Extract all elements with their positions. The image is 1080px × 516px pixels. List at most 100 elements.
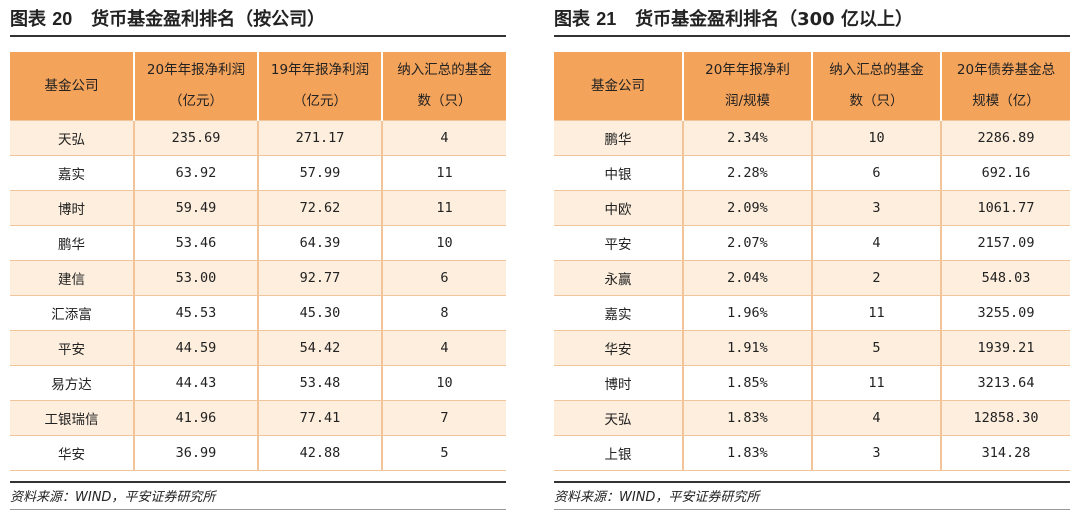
table-row: 永赢 2.04% 2 548.03 <box>554 260 1070 296</box>
table-row: 鹏华 53.46 64.39 10 <box>10 225 506 261</box>
value-cell: 1.83% <box>682 435 812 471</box>
col-header: 19年年报净利润（亿元） <box>257 52 382 121</box>
fund-company-cell: 博时 <box>10 190 134 226</box>
value-cell: 1939.21 <box>940 330 1070 366</box>
value-cell: 235.69 <box>133 120 258 156</box>
value-cell: 2.04% <box>682 260 812 296</box>
table-row: 天弘 1.83% 4 12858.30 <box>554 400 1070 436</box>
fund-company-cell: 鹏华 <box>10 225 134 261</box>
value-cell: 63.92 <box>133 155 258 191</box>
value-cell: 4 <box>811 225 941 261</box>
value-cell: 1.91% <box>682 330 812 366</box>
left-source-rule <box>10 481 506 483</box>
value-cell: 44.43 <box>133 365 258 401</box>
fund-company-cell: 天弘 <box>10 120 134 156</box>
fund-company-cell: 中欧 <box>554 190 683 226</box>
value-cell: 57.99 <box>257 155 382 191</box>
table-row: 中银 2.28% 6 692.16 <box>554 155 1070 191</box>
value-cell: 77.41 <box>257 400 382 436</box>
value-cell: 271.17 <box>257 120 382 156</box>
value-cell: 1.83% <box>682 400 812 436</box>
table-row: 嘉实 63.92 57.99 11 <box>10 155 506 191</box>
value-cell: 5 <box>381 435 506 471</box>
table-row: 平安 44.59 54.42 4 <box>10 330 506 366</box>
fund-company-cell: 平安 <box>10 330 134 366</box>
left-table: 基金公司 20年年报净利润（亿元） 19年年报净利润（亿元） 纳入汇总的基金数（… <box>10 52 506 471</box>
col-header: 20年年报净利润/规模 <box>682 52 812 121</box>
right-source-note: 资料来源：WIND，平安证券研究所 <box>554 490 760 505</box>
right-title: 图表 21 货币基金盈利排名（300 亿以上） <box>554 9 913 30</box>
value-cell: 1061.77 <box>940 190 1070 226</box>
table-row: 华安 1.91% 5 1939.21 <box>554 330 1070 366</box>
value-cell: 3213.64 <box>940 365 1070 401</box>
table-row: 博时 1.85% 11 3213.64 <box>554 365 1070 401</box>
value-cell: 59.49 <box>133 190 258 226</box>
fund-company-cell: 易方达 <box>10 365 134 401</box>
table-row: 华安 36.99 42.88 5 <box>10 435 506 471</box>
col-header: 纳入汇总的基金数（只） <box>811 52 941 121</box>
right-panel: 图表 21 货币基金盈利排名（300 亿以上） 基金公司 20年年报净利润/规模… <box>554 0 1070 516</box>
fund-company-cell: 嘉实 <box>554 295 683 331</box>
value-cell: 5 <box>811 330 941 366</box>
value-cell: 64.39 <box>257 225 382 261</box>
left-end-rule <box>10 509 506 510</box>
table-row: 工银瑞信 41.96 77.41 7 <box>10 400 506 436</box>
fund-company-cell: 永赢 <box>554 260 683 296</box>
value-cell: 53.46 <box>133 225 258 261</box>
value-cell: 36.99 <box>133 435 258 471</box>
left-header-row: 基金公司 20年年报净利润（亿元） 19年年报净利润（亿元） 纳入汇总的基金数（… <box>10 52 506 121</box>
table-row: 中欧 2.09% 3 1061.77 <box>554 190 1070 226</box>
fund-company-cell: 中银 <box>554 155 683 191</box>
value-cell: 548.03 <box>940 260 1070 296</box>
value-cell: 2286.89 <box>940 120 1070 156</box>
col-header: 20年债券基金总规模（亿） <box>940 52 1070 121</box>
value-cell: 41.96 <box>133 400 258 436</box>
value-cell: 11 <box>811 365 941 401</box>
table-row: 汇添富 45.53 45.30 8 <box>10 295 506 331</box>
table-row: 易方达 44.43 53.48 10 <box>10 365 506 401</box>
fund-company-cell: 平安 <box>554 225 683 261</box>
left-title-rule <box>10 35 506 37</box>
table-row: 鹏华 2.34% 10 2286.89 <box>554 120 1070 156</box>
fund-company-cell: 博时 <box>554 365 683 401</box>
value-cell: 2 <box>811 260 941 296</box>
fund-company-cell: 工银瑞信 <box>10 400 134 436</box>
value-cell: 2.07% <box>682 225 812 261</box>
value-cell: 2.34% <box>682 120 812 156</box>
col-header: 基金公司 <box>554 52 683 121</box>
left-title: 图表 20 货币基金盈利排名（按公司） <box>10 9 326 30</box>
left-source-note: 资料来源：WIND，平安证券研究所 <box>10 490 216 505</box>
value-cell: 4 <box>381 330 506 366</box>
value-cell: 3 <box>811 190 941 226</box>
value-cell: 1.96% <box>682 295 812 331</box>
table-row: 博时 59.49 72.62 11 <box>10 190 506 226</box>
fund-company-cell: 上银 <box>554 435 683 471</box>
value-cell: 42.88 <box>257 435 382 471</box>
table-row: 建信 53.00 92.77 6 <box>10 260 506 296</box>
value-cell: 11 <box>381 190 506 226</box>
fund-company-cell: 天弘 <box>554 400 683 436</box>
right-table: 基金公司 20年年报净利润/规模 纳入汇总的基金数（只） 20年债券基金总规模（… <box>554 52 1070 471</box>
value-cell: 92.77 <box>257 260 382 296</box>
right-source-rule <box>554 481 1070 483</box>
value-cell: 54.42 <box>257 330 382 366</box>
value-cell: 8 <box>381 295 506 331</box>
left-panel: 图表 20 货币基金盈利排名（按公司） 基金公司 20年年报净利润（亿元） 19… <box>10 0 506 516</box>
value-cell: 3 <box>811 435 941 471</box>
value-cell: 45.30 <box>257 295 382 331</box>
value-cell: 10 <box>811 120 941 156</box>
fund-company-cell: 鹏华 <box>554 120 683 156</box>
value-cell: 4 <box>381 120 506 156</box>
value-cell: 692.16 <box>940 155 1070 191</box>
value-cell: 45.53 <box>133 295 258 331</box>
fund-company-cell: 汇添富 <box>10 295 134 331</box>
value-cell: 10 <box>381 365 506 401</box>
value-cell: 44.59 <box>133 330 258 366</box>
value-cell: 1.85% <box>682 365 812 401</box>
value-cell: 2157.09 <box>940 225 1070 261</box>
right-header-row: 基金公司 20年年报净利润/规模 纳入汇总的基金数（只） 20年债券基金总规模（… <box>554 52 1070 121</box>
table-row: 嘉实 1.96% 11 3255.09 <box>554 295 1070 331</box>
value-cell: 2.28% <box>682 155 812 191</box>
col-header: 20年年报净利润（亿元） <box>133 52 258 121</box>
value-cell: 4 <box>811 400 941 436</box>
